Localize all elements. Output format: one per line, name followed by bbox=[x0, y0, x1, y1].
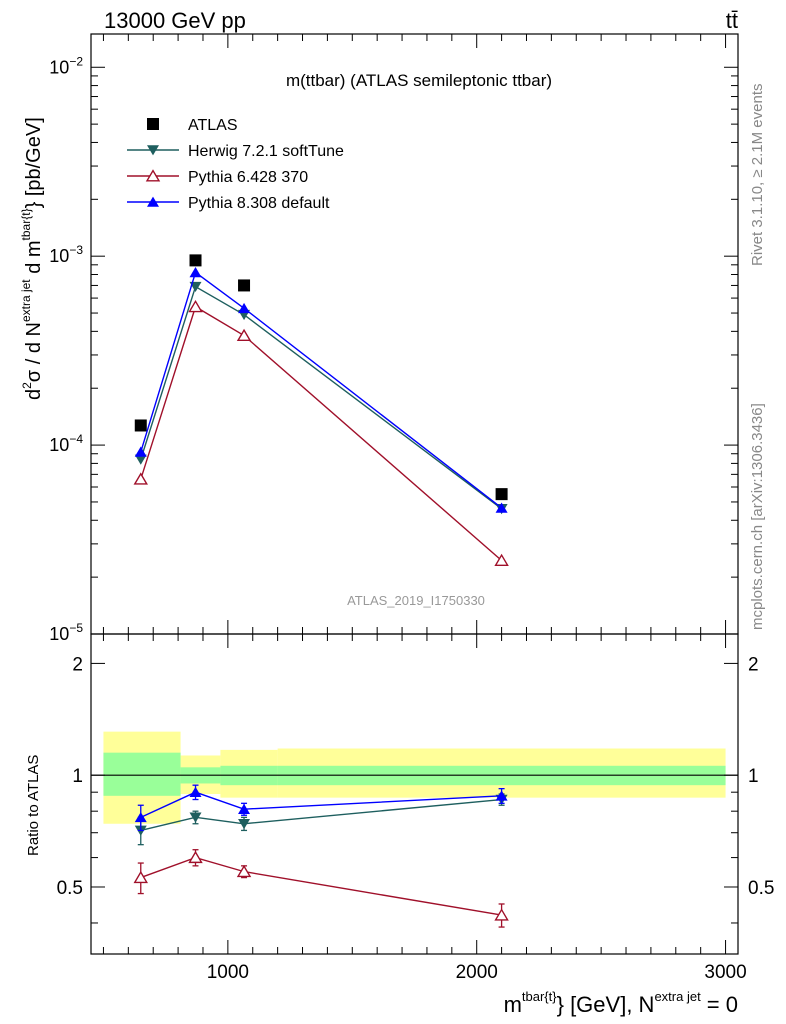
data-point-pythia-6-428-370 bbox=[133, 472, 148, 485]
main-y-axis-label: d2σ / d Nextra jet d mtbar{t}} [pb/GeV] bbox=[19, 117, 45, 400]
energy-label: 13000 GeV pp bbox=[104, 8, 246, 33]
data-point-pythia-6-428-370 bbox=[236, 328, 252, 342]
legend-label-pythia-6-428-370: Pythia 6.428 370 bbox=[188, 169, 308, 186]
ratio-y-tick-label-right: 2 bbox=[748, 654, 759, 675]
series-line-herwig-7-2-1-softtune bbox=[140, 285, 503, 510]
ratio-y-tick-label-left: 2 bbox=[72, 654, 83, 675]
ratio-point-pythia-8-308-default bbox=[495, 790, 508, 801]
ratio-y-axis-label: Ratio to ATLAS bbox=[25, 755, 42, 856]
x-tick-label: 3000 bbox=[704, 962, 746, 983]
ratio-panel: 0.5 0.5 1 1 2 2 1000 2000 3000 Ratio to ATLAS mt… bbox=[25, 633, 774, 1017]
legend-marker-pythia-6-428-370 bbox=[145, 169, 161, 182]
ratio-y-tick-label-right: 0.5 bbox=[748, 878, 774, 899]
main-title: m(ttbar) (ATLAS semileptonic ttbar) bbox=[286, 71, 552, 90]
ratio-point-pythia-6-428-370 bbox=[494, 908, 509, 921]
ratio-line-herwig-7-2-1-softtune bbox=[140, 798, 502, 832]
ratio-point-herwig-7-2-1-softtune bbox=[238, 818, 251, 830]
series-line-pythia-8-308-default bbox=[140, 271, 503, 509]
y-tick-label: 10−3 bbox=[49, 243, 83, 266]
data-point-pythia-6-428-370 bbox=[188, 299, 203, 313]
ratio-point-herwig-7-2-1-softtune bbox=[189, 812, 202, 823]
ratio-y-tick-label-left: 1 bbox=[72, 766, 83, 787]
ratio-point-pythia-6-428-370 bbox=[188, 850, 203, 864]
legend-marker-pythia-8-308-default bbox=[147, 196, 159, 207]
ratio-point-pythia-6-428-370 bbox=[236, 864, 252, 878]
data-point-pythia-6-428-370 bbox=[494, 553, 509, 566]
x-tick-label: 2000 bbox=[456, 962, 498, 983]
process-label: tt̄ bbox=[726, 8, 738, 33]
data-point-atlas bbox=[238, 279, 251, 292]
y-tick-label: 10−4 bbox=[49, 432, 83, 455]
ratio-point-pythia-6-428-370 bbox=[133, 870, 148, 884]
data-point-pythia-8-308-default bbox=[495, 502, 508, 513]
data-point-atlas bbox=[495, 488, 508, 501]
mcplots-label: mcplots.cern.ch [arXiv:1306.3436] bbox=[749, 403, 766, 630]
ratio-line-pythia-8-308-default bbox=[140, 791, 502, 818]
data-point-herwig-7-2-1-softtune bbox=[134, 454, 147, 465]
data-point-atlas bbox=[134, 419, 147, 432]
x-tick-label: 1000 bbox=[207, 962, 249, 983]
data-point-pythia-8-308-default bbox=[134, 446, 147, 457]
legend-marker-herwig-7-2-1-softtune bbox=[147, 145, 159, 156]
data-point-atlas bbox=[189, 254, 202, 267]
series-line-pythia-6-428-370 bbox=[140, 305, 503, 562]
legend-label-pythia-8-308-default: Pythia 8.308 default bbox=[188, 195, 330, 212]
ratio-y-tick-label-left: 0.5 bbox=[57, 878, 83, 899]
y-tick-label: 10−5 bbox=[49, 621, 83, 644]
ratio-point-pythia-8-308-default bbox=[134, 811, 147, 823]
uncertainty-band-inner bbox=[103, 752, 181, 796]
legend-label-herwig-7-2-1-softtune: Herwig 7.2.1 softTune bbox=[188, 143, 344, 160]
data-point-pythia-8-308-default bbox=[189, 267, 202, 278]
legend: ATLAS Herwig 7.2.1 softTune Pythia 6.428 3… bbox=[127, 117, 344, 212]
ratio-point-pythia-8-308-default bbox=[238, 803, 251, 814]
y-tick-label: 10−2 bbox=[49, 54, 83, 77]
ratio-y-tick-label-right: 1 bbox=[748, 766, 759, 787]
legend-label-atlas: ATLAS bbox=[188, 117, 238, 134]
ratio-frame bbox=[90, 633, 739, 955]
watermark: ATLAS_2019_I1750330 bbox=[347, 593, 485, 608]
svg-text:d2σ / d Nextra jet d mtbar{t}}: d2σ / d Nextra jet d mtbar{t}} [pb/GeV] bbox=[19, 117, 45, 400]
ratio-line-pythia-6-428-370 bbox=[140, 856, 502, 916]
data-point-pythia-8-308-default bbox=[238, 302, 251, 314]
x-axis-label: mtbar{t}} [GeV], Nextra jet = 0 bbox=[504, 989, 738, 1017]
rivet-label: Rivet 3.1.10, ≥ 2.1M events bbox=[749, 84, 766, 267]
legend-marker-atlas bbox=[147, 118, 159, 130]
ratio-point-pythia-8-308-default bbox=[189, 786, 202, 797]
main-panel: 10−5 10−4 10−3 10−2 m(ttbar) (ATLAS semilep… bbox=[19, 33, 739, 644]
